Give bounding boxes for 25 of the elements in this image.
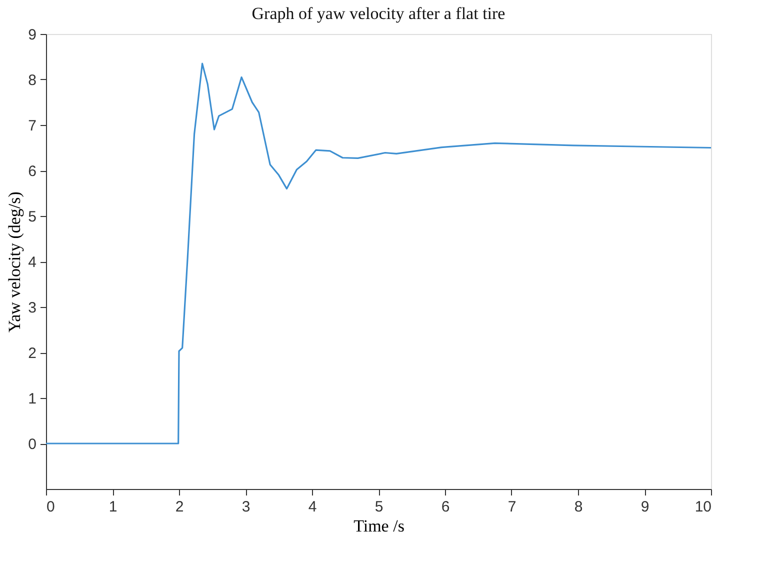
x-tick-label: 8 (574, 498, 583, 516)
y-tick-label: 7 (28, 118, 36, 134)
y-tick-label: 5 (28, 208, 36, 226)
y-tick-label: 0 (28, 436, 36, 453)
x-tick-label: 5 (374, 498, 384, 516)
y-tick-label: 9 (28, 26, 36, 44)
y-tick-label: 6 (28, 163, 36, 180)
x-tick-label: 0 (46, 498, 55, 516)
x-tick-label: 7 (508, 498, 516, 516)
x-tick-label: 10 (694, 498, 712, 516)
y-tick-label: 8 (28, 72, 36, 89)
y-tick-label: 4 (28, 254, 36, 271)
x-axis-title: Time /s (354, 516, 404, 536)
y-tick-label: 2 (28, 345, 36, 362)
x-tick-label: 4 (308, 498, 317, 516)
x-tick-label: 6 (441, 498, 450, 516)
x-tick-label: 3 (242, 498, 250, 516)
y-axis-title: Yaw velocity (deg/s) (5, 192, 24, 332)
x-tick-label: 9 (640, 498, 650, 516)
x-tick-label: 1 (108, 498, 118, 516)
line-series (45, 62, 712, 444)
chart-title: Graph of yaw velocity after a flat tire (252, 4, 506, 23)
y-tick-label: 1 (28, 390, 36, 408)
y-tick-label: 3 (28, 300, 36, 316)
x-tick-label: 2 (175, 498, 184, 516)
